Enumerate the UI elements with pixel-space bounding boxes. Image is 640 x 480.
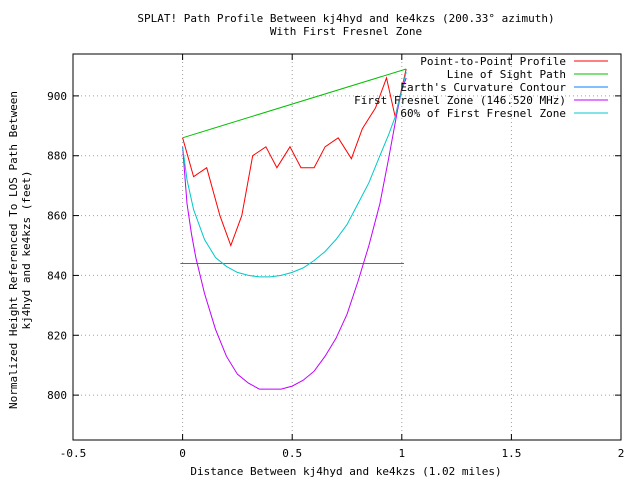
series-lines: [180, 68, 407, 390]
y-tick-label: 880: [47, 150, 67, 163]
axis-ticks: [72, 54, 622, 440]
x-tick-label: 2: [618, 447, 625, 460]
chart-subtitle: With First Fresnel Zone: [270, 25, 422, 38]
x-tick-label: 1.5: [501, 447, 521, 460]
y-tick-label: 860: [47, 210, 67, 223]
x-tick-label: 0: [179, 447, 186, 460]
x-axis-label: Distance Between kj4hyd and ke4kzs (1.02…: [190, 465, 501, 478]
grid: [73, 54, 621, 440]
legend-label: Line of Sight Path: [447, 68, 566, 81]
y-tick-label: 800: [47, 389, 67, 402]
chart-title: SPLAT! Path Profile Between kj4hyd and k…: [137, 12, 554, 25]
y-tick-label: 820: [47, 329, 67, 342]
series-line-60-of-first-fresnel-zone: [182, 71, 407, 278]
plot-frame: [72, 53, 622, 441]
x-tick-label: 0.5: [282, 447, 302, 460]
x-tick-label: -0.5: [60, 447, 87, 460]
y-tick-labels: 800 820 840 860 880 900: [47, 90, 67, 402]
legend-label: First Fresnel Zone (146.520 MHz): [354, 94, 566, 107]
series-line-point-to-point-profile: [182, 68, 407, 247]
x-tick-label: 1: [398, 447, 405, 460]
y-axis-label-line-1: Normalized Height Referenced To LOS Path…: [7, 91, 20, 409]
y-tick-label: 900: [47, 90, 67, 103]
y-tick-label: 840: [47, 269, 67, 282]
y-axis-label-line-2: kj4hyd and ke4kzs (feet): [20, 171, 33, 330]
series-line-first-fresnel-zone-146-520-mhz: [182, 77, 407, 390]
legend-label: 60% of First Fresnel Zone: [400, 107, 566, 120]
legend-label: Point-to-Point Profile: [420, 55, 566, 68]
series-line-line-of-sight-path: [182, 68, 407, 139]
legend-label: Earth's Curvature Contour: [400, 81, 566, 94]
x-tick-labels: -0.5 0 0.5 1 1.5 2: [60, 447, 625, 460]
